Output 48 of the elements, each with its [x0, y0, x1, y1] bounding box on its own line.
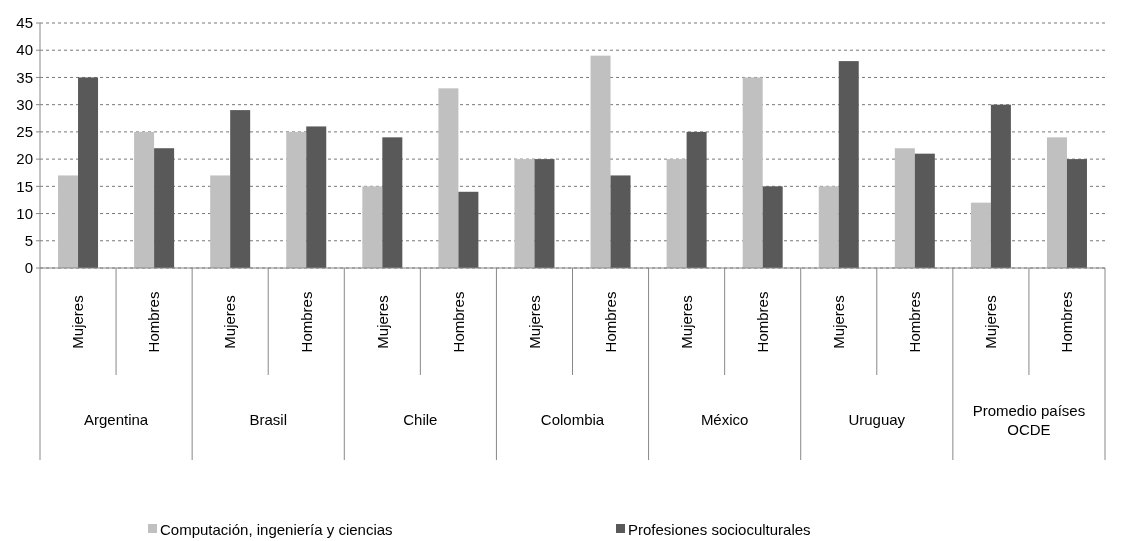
x-tick-label: Mujeres	[221, 295, 239, 349]
text: Uruguay	[848, 411, 906, 429]
text: México	[700, 411, 749, 429]
y-tick-label: 10	[16, 204, 33, 222]
y-tick-label: 20	[16, 150, 33, 168]
y-tick-label: 35	[16, 68, 33, 86]
x-tick-label: Mujeres	[677, 295, 695, 349]
text: Argentina	[83, 411, 149, 429]
x-tick-label: Hombres	[1058, 291, 1076, 353]
bar	[610, 175, 631, 268]
x-tick-label: Mujeres	[525, 295, 543, 349]
text: Brasil	[249, 411, 287, 429]
bar	[438, 88, 459, 268]
x-tick-label: Hombres	[906, 291, 924, 353]
bar	[286, 131, 307, 268]
y-tick-label: 40	[16, 41, 33, 59]
legend-label: Computación, ingeniería y ciencias	[160, 520, 393, 538]
x-tick-label: Mujeres	[373, 295, 391, 349]
y-tick-label: 5	[24, 232, 33, 250]
x-tick-label: Mujeres	[982, 295, 1000, 349]
x-tick-label: Mujeres	[69, 295, 87, 349]
y-tick-label: 15	[16, 177, 33, 195]
text: Colombia	[540, 411, 605, 429]
y-tick-label: 30	[16, 95, 33, 113]
bar	[894, 148, 915, 268]
x-tick-label: Hombres	[449, 291, 467, 353]
legend-label: Profesiones socioculturales	[628, 520, 811, 538]
bar	[1046, 137, 1067, 268]
bar	[742, 77, 763, 268]
x-tick-label: Hombres	[601, 291, 619, 353]
x-tick-label: Hombres	[753, 291, 771, 353]
x-tick-label: Hombres	[145, 291, 163, 353]
y-tick-label: 0	[24, 259, 33, 277]
x-tick-label: Mujeres	[830, 295, 847, 349]
text: Promedio países OCDE	[972, 402, 1086, 439]
bar	[666, 159, 687, 268]
bar	[818, 186, 839, 268]
bar	[210, 175, 231, 268]
bar	[590, 55, 611, 268]
x-tick-label: Hombres	[297, 291, 315, 353]
bar	[362, 186, 383, 268]
bar	[970, 202, 991, 268]
text: Chile	[403, 411, 438, 429]
y-tick-label: 25	[16, 123, 33, 141]
y-tick-label: 45	[16, 14, 33, 32]
bar	[58, 175, 79, 268]
bar	[134, 131, 155, 268]
bar	[514, 159, 535, 268]
